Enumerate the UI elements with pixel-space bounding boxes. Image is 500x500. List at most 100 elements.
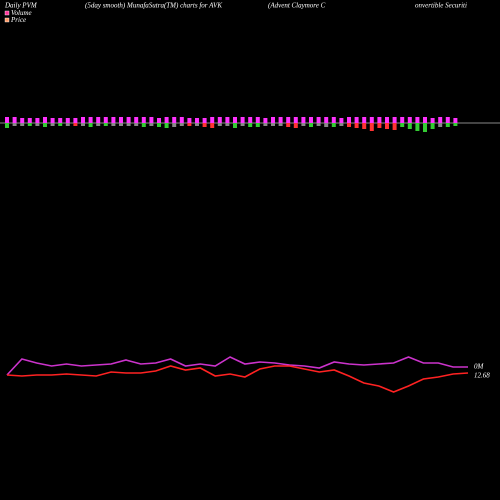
volume-bar-up bbox=[278, 117, 283, 123]
volume-bar-up bbox=[445, 117, 450, 123]
volume-bar-down bbox=[255, 123, 260, 127]
volume-bar-down bbox=[149, 123, 154, 126]
volume-bar-up bbox=[195, 118, 199, 123]
volume-bar-up bbox=[248, 117, 253, 123]
volume-bar-down bbox=[240, 123, 245, 126]
volume-bar-down bbox=[103, 123, 108, 126]
volume-bar-down bbox=[210, 123, 215, 128]
volume-bar-up bbox=[134, 117, 139, 123]
volume-bar-up bbox=[172, 117, 177, 123]
volume-bar-down bbox=[119, 123, 123, 126]
volume-bar-up bbox=[157, 118, 161, 123]
volume-bar-down bbox=[111, 123, 116, 126]
volume-bar-up bbox=[210, 117, 215, 123]
volume-bar-up bbox=[217, 117, 222, 123]
chart-subtitle: (5day smooth) MunafaSutra(TM) charts for… bbox=[85, 2, 222, 10]
volume-bar-up bbox=[438, 117, 443, 123]
volume-bar-up bbox=[202, 118, 207, 123]
volume-bar-up bbox=[430, 118, 435, 123]
volume-bar-up bbox=[126, 117, 131, 123]
volume-bar-down bbox=[134, 123, 139, 126]
volume-bar-down bbox=[293, 123, 298, 128]
volume-bar-up bbox=[50, 118, 55, 123]
volume-bar-down bbox=[438, 123, 443, 127]
volume-bar-up bbox=[301, 117, 306, 123]
volume-bar-down bbox=[377, 123, 382, 128]
volume-bar-down bbox=[50, 123, 55, 126]
volume-bar-down bbox=[126, 123, 131, 126]
volume-bar-up bbox=[369, 117, 374, 123]
volume-bar-up bbox=[149, 117, 154, 123]
volume-bar-up bbox=[119, 117, 123, 123]
annotation: (Advent Claymore C bbox=[268, 2, 326, 10]
volume-bar-up bbox=[339, 118, 344, 123]
volume-bar-down bbox=[347, 123, 351, 127]
volume-bar-down bbox=[88, 123, 93, 127]
volume-bar-up bbox=[309, 117, 313, 123]
volume-bar-down bbox=[202, 123, 207, 127]
line bbox=[6, 356, 468, 376]
volume-bar-down bbox=[141, 123, 146, 127]
volume-bar-up bbox=[286, 117, 291, 123]
volume-bar-up bbox=[385, 117, 389, 123]
volume-bar-down bbox=[286, 123, 291, 127]
volume-bar-up bbox=[271, 117, 275, 123]
volume-bar-up bbox=[354, 117, 359, 123]
volume-bar-up bbox=[187, 118, 192, 123]
volume-bar-up bbox=[362, 117, 367, 123]
volume-bar-down bbox=[225, 123, 230, 126]
volume-bar-up bbox=[65, 118, 70, 123]
volume-bar-down bbox=[400, 123, 405, 127]
volume-bar-up bbox=[293, 117, 298, 123]
volume-bar-down bbox=[339, 123, 344, 126]
volume-bar-up bbox=[81, 117, 85, 123]
volume-bar-down bbox=[453, 123, 458, 126]
volume-bar-down bbox=[331, 123, 336, 127]
volume-bar-down bbox=[73, 123, 78, 126]
volume-bar-up bbox=[164, 117, 169, 123]
end-label: 12.68 bbox=[474, 372, 490, 380]
volume-bar-up bbox=[316, 117, 321, 123]
volume-bar-up bbox=[324, 117, 329, 123]
volume-bar-down bbox=[445, 123, 450, 127]
volume-bar-up bbox=[377, 117, 382, 123]
volume-bar-down bbox=[179, 123, 184, 126]
volume-bar-down bbox=[187, 123, 192, 126]
volume-bar-down bbox=[164, 123, 169, 128]
volume-bar-up bbox=[111, 117, 116, 123]
volume-bar-down bbox=[362, 123, 367, 129]
volume-bar-down bbox=[172, 123, 177, 127]
volume-bar-up bbox=[392, 117, 397, 123]
volume-bar-up bbox=[73, 118, 78, 123]
volume-bar-down bbox=[430, 123, 435, 129]
volume-bar-up bbox=[35, 118, 40, 123]
volume-bar-up bbox=[453, 118, 458, 123]
volume-bar-up bbox=[233, 117, 237, 123]
volume-bar-up bbox=[179, 117, 184, 123]
volume-bar-down bbox=[65, 123, 70, 126]
volume-bar-up bbox=[331, 117, 336, 123]
legend-swatch bbox=[4, 10, 10, 16]
chart-title: Daily PVM bbox=[4, 2, 38, 10]
volume-bar-up bbox=[88, 117, 93, 123]
volume-bar-up bbox=[263, 118, 268, 123]
volume-bar-up bbox=[141, 117, 146, 123]
volume-bar-down bbox=[271, 123, 275, 126]
volume-bar-up bbox=[407, 117, 412, 123]
volume-bar-down bbox=[27, 123, 32, 126]
volume-bar-down bbox=[248, 123, 253, 127]
volume-bar-up bbox=[225, 117, 230, 123]
volume-bar-down bbox=[415, 123, 420, 131]
volume-bar-down bbox=[423, 123, 427, 132]
volume-bar-down bbox=[217, 123, 222, 126]
volume-bar-down bbox=[12, 123, 17, 126]
volume-bar-down bbox=[81, 123, 85, 126]
volume-bar-down bbox=[316, 123, 321, 126]
volume-bar-down bbox=[233, 123, 237, 128]
volume-bar-down bbox=[195, 123, 199, 126]
volume-bar-down bbox=[20, 123, 25, 126]
volume-bar-up bbox=[423, 117, 427, 123]
